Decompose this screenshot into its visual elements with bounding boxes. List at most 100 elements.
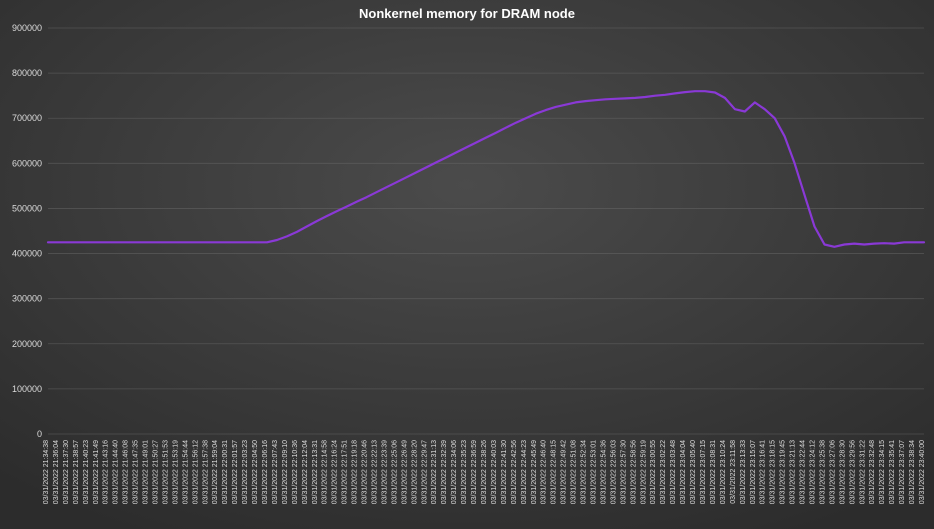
x-tick-label: 03/31/2022 23:35:41	[889, 440, 896, 504]
x-tick-label: 03/31/2022 21:49:01	[143, 440, 150, 504]
x-tick-label: 03/31/2022 23:21:13	[790, 440, 797, 504]
x-tick-label: 03/31/2022 22:29:47	[421, 440, 428, 504]
x-tick-label: 03/31/2022 23:04:04	[680, 440, 687, 504]
x-tick-label: 03/31/2022 23:10:24	[720, 440, 727, 504]
x-tick-label: 03/31/2022 22:17:51	[342, 440, 349, 504]
x-tick-label: 03/31/2022 22:53:01	[591, 440, 598, 504]
x-tick-label: 03/31/2022 23:19:45	[780, 440, 787, 504]
chart-title: Nonkernel memory for DRAM node	[359, 6, 575, 21]
y-tick-label: 500000	[12, 203, 42, 213]
x-tick-label: 03/31/2022 21:41:49	[93, 440, 100, 504]
x-tick-label: 03/31/2022 23:07:15	[700, 440, 707, 504]
x-tick-label: 03/31/2022 22:54:36	[601, 440, 608, 504]
x-tick-label: 03/31/2022 21:43:16	[103, 440, 110, 504]
x-tick-label: 03/31/2022 21:46:08	[123, 440, 130, 504]
x-tick-label: 03/31/2022 23:24:12	[810, 440, 817, 504]
x-tick-label: 03/31/2022 22:35:23	[461, 440, 468, 504]
y-tick-label: 300000	[12, 294, 42, 304]
x-tick-label: 03/31/2022 21:40:23	[83, 440, 90, 504]
x-tick-label: 03/31/2022 23:37:07	[899, 440, 906, 504]
x-tick-label: 03/31/2022 23:27:06	[829, 440, 836, 504]
x-tick-label: 03/31/2022 23:08:31	[710, 440, 717, 504]
x-tick-label: 03/31/2022 23:25:38	[820, 440, 827, 504]
x-tick-label: 03/31/2022 22:38:26	[481, 440, 488, 504]
x-tick-label: 03/31/2022 21:51:53	[163, 440, 170, 504]
x-tick-label: 03/31/2022 23:32:48	[869, 440, 876, 504]
x-tick-label: 03/31/2022 22:03:23	[242, 440, 249, 504]
x-tick-label: 03/31/2022 22:46:40	[541, 440, 548, 504]
x-tick-label: 03/31/2022 22:22:13	[372, 440, 379, 504]
x-tick-label: 03/31/2022 21:37:30	[63, 440, 70, 504]
x-tick-label: 03/31/2022 22:26:49	[401, 440, 408, 504]
x-tick-label: 03/31/2022 23:00:55	[650, 440, 657, 504]
x-tick-label: 03/31/2022 22:01:57	[232, 440, 239, 504]
x-tick-label: 03/31/2022 22:40:03	[491, 440, 498, 504]
y-tick-label: 100000	[12, 384, 42, 394]
x-tick-label: 03/31/2022 21:34:38	[43, 440, 50, 504]
x-tick-label: 03/31/2022 22:52:34	[581, 440, 588, 504]
x-tick-label: 03/31/2022 22:36:59	[471, 440, 478, 504]
x-tick-label: 03/31/2022 22:13:31	[312, 440, 319, 504]
x-tick-label: 03/31/2022 22:00:31	[222, 440, 229, 504]
x-tick-label: 03/31/2022 23:31:22	[859, 440, 866, 504]
x-tick-label: 03/31/2022 22:04:50	[252, 440, 259, 504]
x-tick-label: 03/31/2022 22:44:23	[521, 440, 528, 504]
x-tick-label: 03/31/2022 22:32:39	[441, 440, 448, 504]
x-tick-label: 03/31/2022 22:51:08	[571, 440, 578, 504]
x-tick-label: 03/31/2022 22:42:56	[511, 440, 518, 504]
x-tick-label: 03/31/2022 23:13:33	[740, 440, 747, 504]
y-tick-label: 200000	[12, 339, 42, 349]
x-tick-label: 03/31/2022 22:09:10	[282, 440, 289, 504]
x-tick-label: 03/31/2022 21:53:19	[172, 440, 179, 504]
x-tick-label: 03/31/2022 23:05:40	[690, 440, 697, 504]
x-tick-label: 03/31/2022 22:12:04	[302, 440, 309, 504]
x-tick-label: 03/31/2022 22:06:16	[262, 440, 269, 504]
y-tick-label: 400000	[12, 249, 42, 259]
y-tick-label: 900000	[12, 23, 42, 33]
x-tick-label: 03/31/2022 23:38:34	[909, 440, 916, 504]
x-tick-label: 03/31/2022 21:44:40	[113, 440, 120, 504]
x-tick-label: 03/31/2022 22:41:30	[501, 440, 508, 504]
x-tick-label: 03/31/2022 23:29:56	[849, 440, 856, 504]
x-tick-label: 03/31/2022 22:49:42	[561, 440, 568, 504]
x-tick-label: 03/31/2022 23:28:30	[839, 440, 846, 504]
x-tick-label: 03/31/2022 21:47:35	[133, 440, 140, 504]
x-tick-label: 03/31/2022 21:54:44	[182, 440, 189, 504]
x-tick-label: 03/31/2022 22:56:03	[610, 440, 617, 504]
x-tick-label: 03/31/2022 21:36:04	[53, 440, 60, 504]
x-tick-label: 03/31/2022 23:22:44	[800, 440, 807, 504]
memory-chart: Nonkernel memory for DRAM node 0 100000 200…	[0, 0, 934, 529]
x-tick-label: 03/31/2022 23:16:41	[760, 440, 767, 504]
x-tick-label: 03/31/2022 21:56:12	[192, 440, 199, 504]
x-tick-label: 03/31/2022 23:18:15	[770, 440, 777, 504]
x-tick-label: 03/31/2022 23:11:58	[730, 440, 737, 504]
x-tick-label: 03/31/2022 22:25:06	[391, 440, 398, 504]
x-tick-label: 03/31/2022 23:40:00	[919, 440, 926, 504]
x-tick-label: 03/31/2022 22:58:56	[630, 440, 637, 504]
x-tick-label: 03/31/2022 23:34:15	[879, 440, 886, 504]
x-tick-label: 03/31/2022 22:45:49	[531, 440, 538, 504]
x-tick-label: 03/31/2022 22:19:18	[352, 440, 359, 504]
x-tick-label: 03/31/2022 22:57:30	[620, 440, 627, 504]
y-tick-label: 0	[37, 429, 42, 439]
x-tick-label: 03/31/2022 22:31:13	[431, 440, 438, 504]
chart-svg: Nonkernel memory for DRAM node 0 100000 200…	[0, 0, 934, 529]
x-tick-label: 03/31/2022 22:10:36	[292, 440, 299, 504]
x-tick-label: 03/31/2022 21:59:04	[212, 440, 219, 504]
x-tick-label: 03/31/2022 23:03:48	[670, 440, 677, 504]
y-tick-label: 700000	[12, 113, 42, 123]
y-tick-label: 800000	[12, 68, 42, 78]
y-tick-label: 600000	[12, 158, 42, 168]
x-tick-label: 03/31/2022 22:07:43	[272, 440, 279, 504]
x-tick-label: 03/31/2022 22:23:39	[382, 440, 389, 504]
x-tick-label: 03/31/2022 23:15:07	[750, 440, 757, 504]
x-tick-label: 03/31/2022 22:14:58	[322, 440, 329, 504]
x-tick-label: 03/31/2022 21:50:27	[153, 440, 160, 504]
x-tick-label: 03/31/2022 21:57:38	[202, 440, 209, 504]
x-tick-label: 03/31/2022 23:02:22	[660, 440, 667, 504]
x-tick-label: 03/31/2022 22:59:19	[640, 440, 647, 504]
x-tick-label: 03/31/2022 21:38:57	[73, 440, 80, 504]
x-tick-label: 03/31/2022 22:28:20	[411, 440, 418, 504]
x-tick-label: 03/31/2022 22:20:46	[362, 440, 369, 504]
x-tick-label: 03/31/2022 22:48:15	[551, 440, 558, 504]
